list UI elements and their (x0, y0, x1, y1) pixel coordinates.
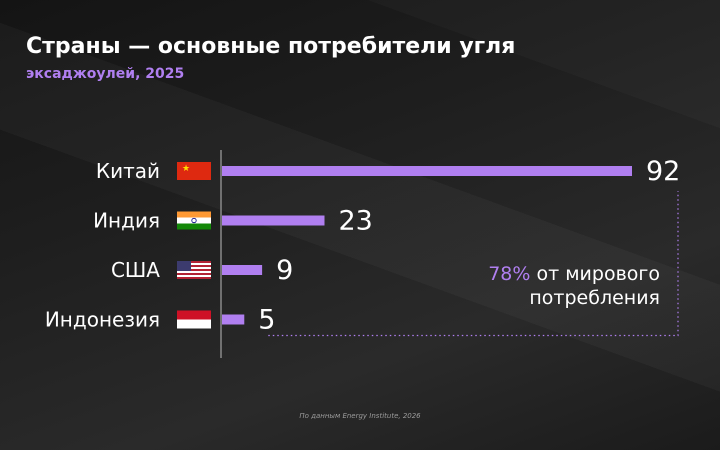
usa-flag-icon (177, 261, 211, 279)
data-label: 5 (258, 305, 275, 336)
callout-text-line1: от мирового (536, 263, 660, 285)
data-label: 92 (646, 156, 680, 187)
category-label: США (111, 258, 160, 282)
callout-text-line2: потребления (529, 287, 660, 309)
category-label: Индонезия (45, 308, 160, 332)
source-note: По данным Energy Institute, 2026 (299, 412, 421, 420)
category-label: Китай (96, 159, 160, 183)
callout-line1: 78% от мирового (488, 262, 660, 286)
data-label: 9 (276, 255, 293, 286)
share-callout: 78% от мирового потребления (488, 262, 660, 310)
chart-title: Страны — основные потребители угля (26, 34, 516, 59)
callout-connector (268, 191, 679, 337)
category-label: Индия (93, 209, 160, 233)
india-flag-icon (176, 211, 212, 230)
bar (222, 166, 632, 176)
callout-percent: 78% (488, 263, 531, 285)
indonesia-flag-icon (177, 310, 211, 329)
chart-subtitle: эксаджоулей, 2025 (26, 66, 185, 82)
bar (222, 215, 325, 226)
china-flag-icon (177, 162, 211, 180)
bar (222, 314, 245, 325)
data-label: 23 (339, 206, 373, 237)
bar (222, 265, 263, 275)
